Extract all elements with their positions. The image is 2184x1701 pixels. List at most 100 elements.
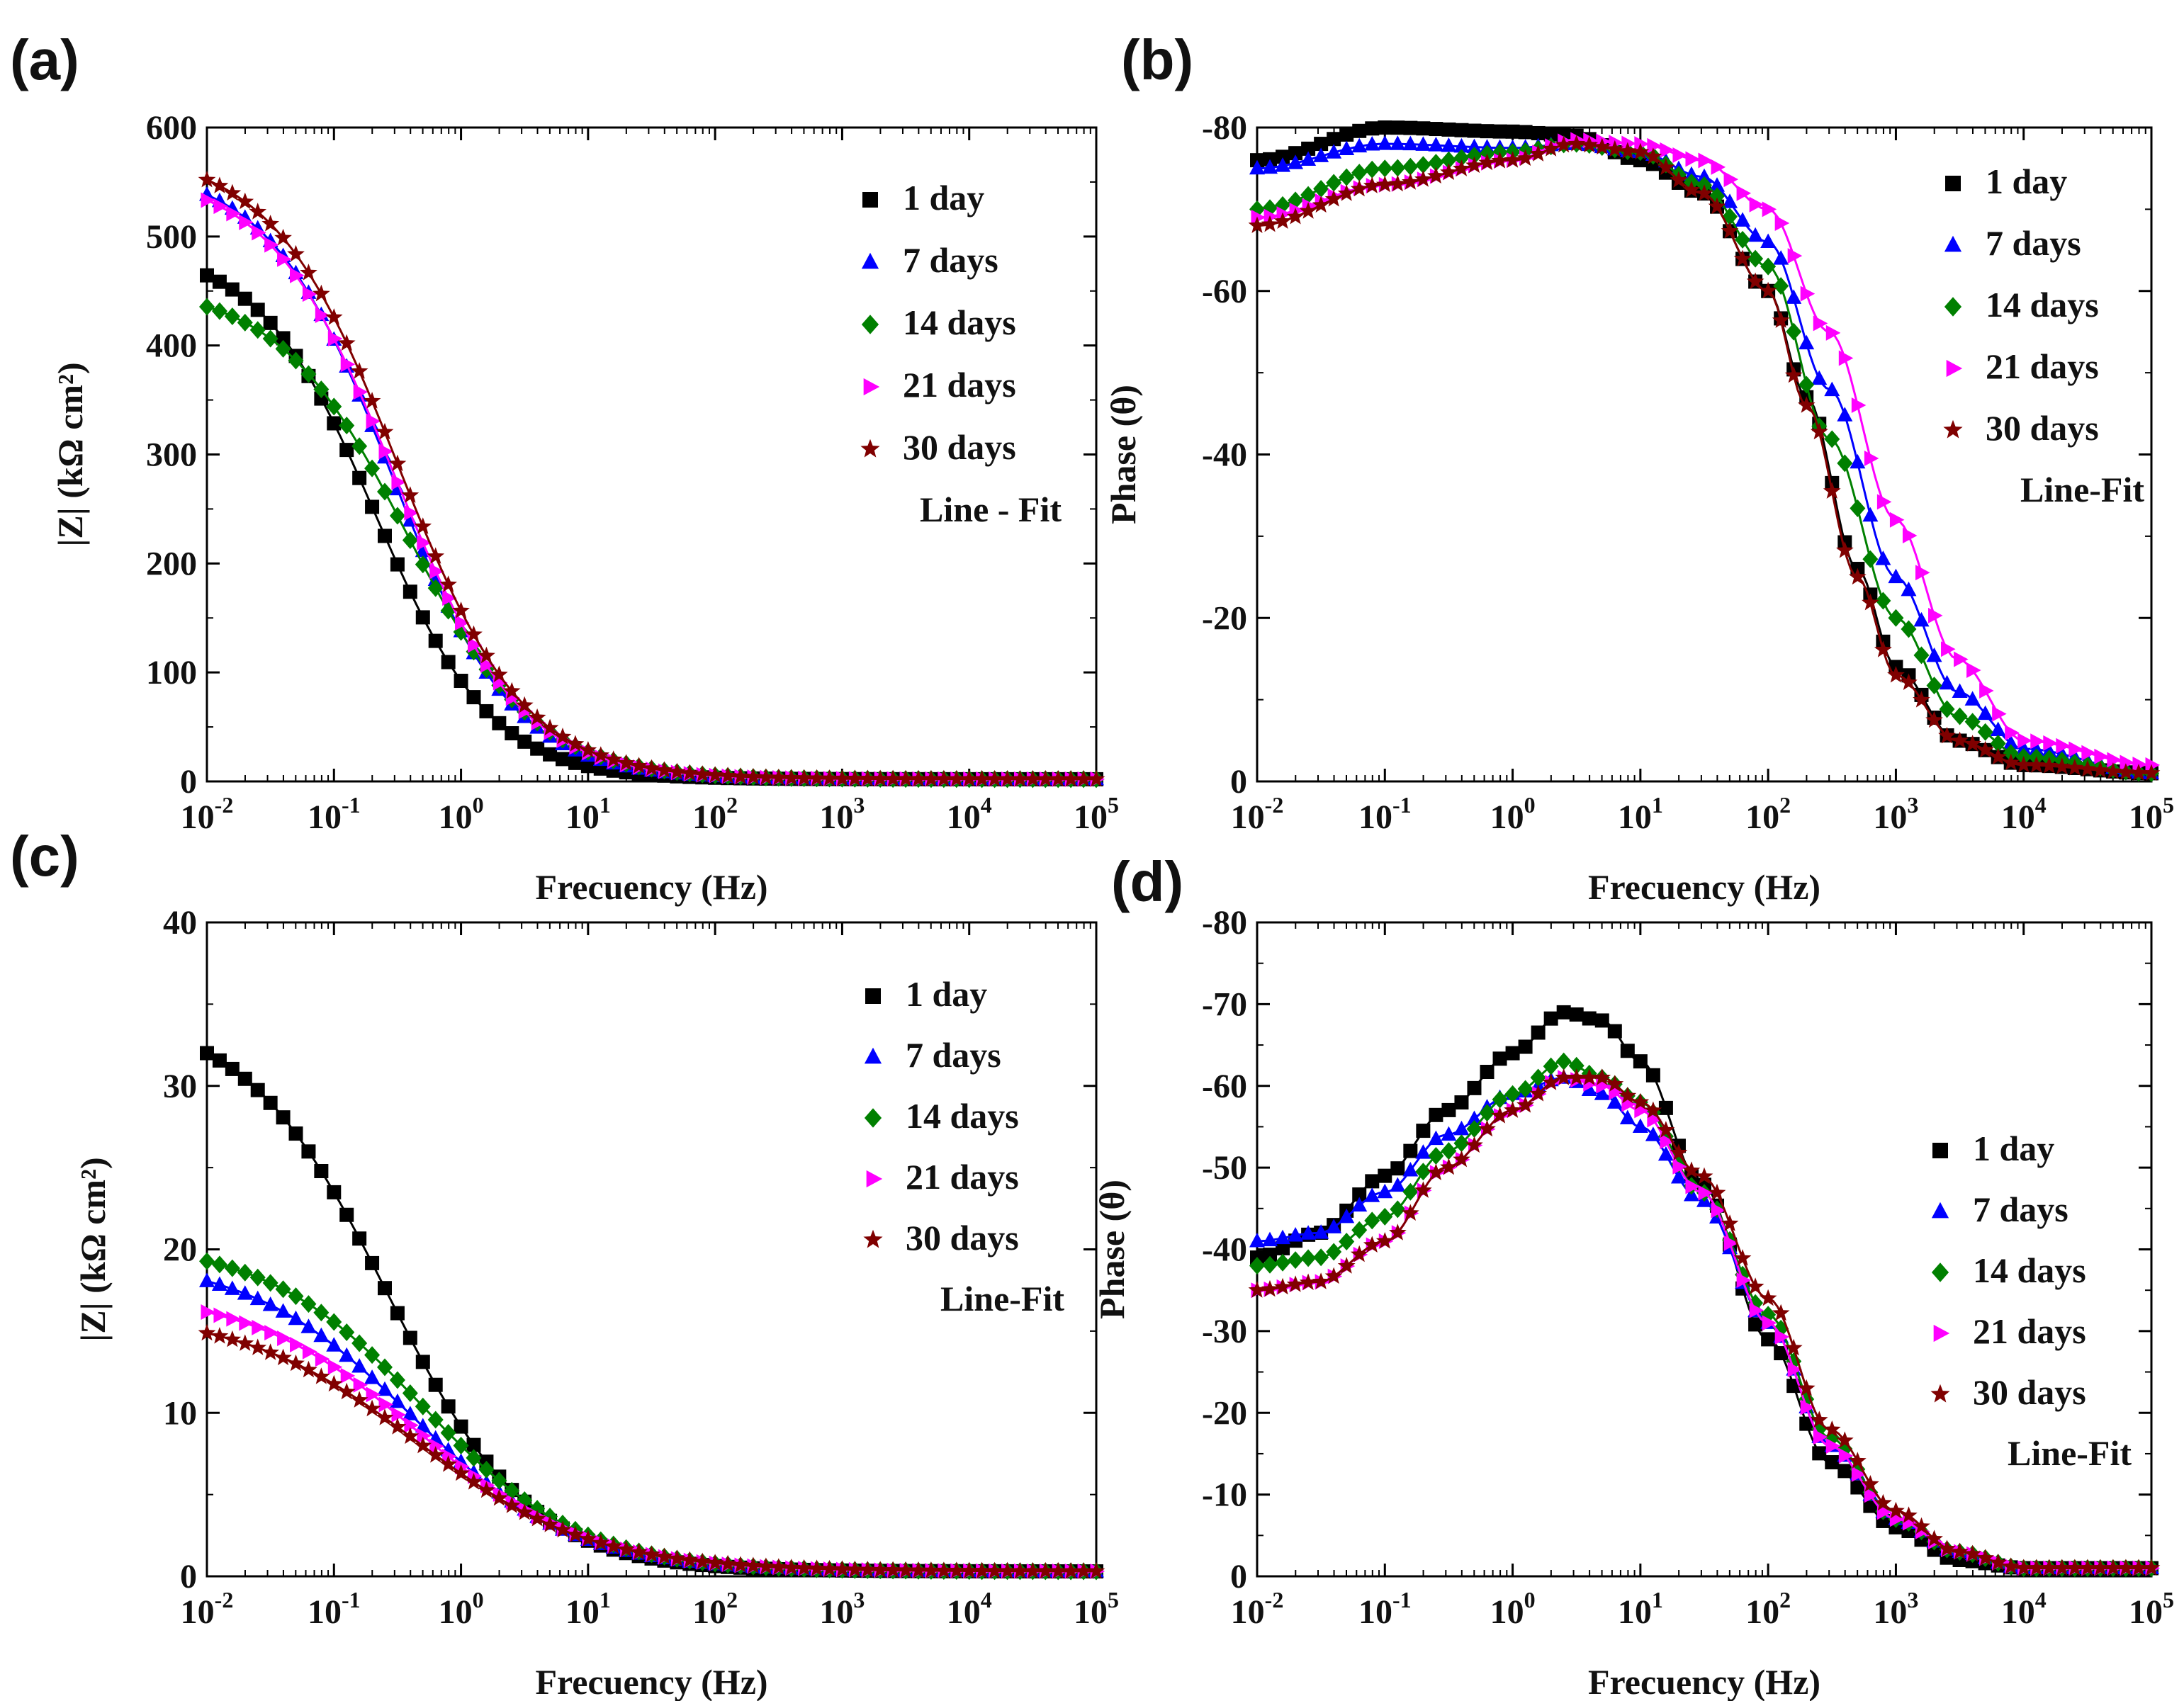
data-point	[1619, 1086, 1637, 1104]
x-axis-title: Frecuency (Hz)	[1588, 1662, 1820, 1701]
data-point	[1263, 208, 1279, 225]
data-point	[201, 192, 215, 208]
x-axis-title: Frecuency (Hz)	[535, 1662, 767, 1701]
data-point	[1402, 1162, 1419, 1177]
data-point	[1760, 233, 1777, 249]
y-tick-label: 300	[146, 436, 197, 474]
data-point	[327, 1185, 342, 1199]
data-point	[2056, 738, 2071, 754]
data-point	[1810, 1411, 1828, 1428]
data-point	[1049, 1561, 1067, 1579]
data-point	[1928, 607, 1943, 623]
data-point	[1733, 249, 1752, 266]
data-point	[1875, 592, 1891, 610]
x-tick-base: 10	[1231, 1593, 1265, 1631]
x-tick-exponent: 3	[853, 792, 865, 818]
data-point	[821, 769, 838, 786]
data-point	[302, 286, 317, 303]
data-point	[211, 302, 227, 320]
data-point	[1275, 1253, 1291, 1272]
series-s1	[1250, 120, 2158, 781]
data-point	[1261, 1279, 1279, 1297]
data-point	[429, 1438, 444, 1454]
x-tick-exponent: 0	[473, 792, 484, 818]
data-point	[668, 1549, 686, 1566]
data-point	[1838, 1447, 1854, 1464]
legend-marker	[1930, 1384, 1950, 1403]
data-point	[376, 422, 394, 440]
data-point	[1453, 1120, 1470, 1136]
data-point	[401, 1427, 420, 1445]
data-point	[731, 1556, 750, 1573]
data-point	[1594, 1013, 1609, 1028]
data-point	[327, 416, 342, 431]
data-point	[1249, 1257, 1265, 1275]
x-tick-label: 101	[565, 1587, 611, 1631]
x-tick-label: 103	[819, 1587, 865, 1631]
legend-label: 7 days	[1973, 1189, 2068, 1229]
series-s30	[198, 170, 1105, 787]
data-point	[1672, 1158, 1687, 1175]
data-point	[1414, 1181, 1432, 1198]
data-point	[2015, 755, 2033, 773]
data-point	[1288, 1251, 1304, 1270]
x-tick-exponent: -2	[1265, 792, 1284, 818]
data-point	[935, 769, 953, 787]
data-point	[1976, 740, 1994, 758]
data-point	[1364, 136, 1380, 151]
legend-marker	[865, 988, 881, 1004]
data-point	[351, 437, 368, 456]
data-point	[1337, 1257, 1356, 1274]
legend-marker	[1932, 1143, 1948, 1158]
data-point	[1966, 662, 1981, 679]
data-point	[1786, 289, 1802, 304]
data-point	[337, 1382, 356, 1400]
data-point	[617, 754, 635, 771]
legend: 1 day 7 days 14 days 21 days 30 days Line-Fit	[1943, 162, 2144, 509]
data-point	[1698, 1185, 1713, 1201]
data-point	[210, 1327, 229, 1344]
data-point	[1773, 277, 1789, 295]
data-point	[1504, 151, 1521, 168]
legend-marker	[1944, 297, 1962, 317]
series-s1	[1250, 1005, 2158, 1576]
y-tick-label: 10	[163, 1394, 197, 1432]
data-point	[353, 1377, 368, 1393]
data-point	[313, 380, 330, 399]
data-point	[300, 365, 317, 383]
data-point	[1364, 1187, 1380, 1202]
data-point	[998, 769, 1016, 787]
data-point	[1632, 1118, 1648, 1133]
data-point	[1415, 1144, 1431, 1159]
data-point	[223, 1330, 242, 1347]
data-point	[2142, 764, 2161, 781]
data-point	[1825, 1437, 1841, 1454]
data-point	[1580, 135, 1599, 153]
x-tick-exponent: 2	[1779, 1587, 1791, 1612]
data-point	[427, 1411, 444, 1429]
data-point	[795, 1559, 813, 1576]
data-point	[491, 1471, 507, 1490]
data-point	[2027, 1559, 2046, 1576]
data-point	[1529, 1085, 1547, 1102]
data-point	[378, 1396, 393, 1413]
data-point	[468, 637, 483, 653]
data-point	[1467, 123, 1482, 138]
legend-label: 7 days	[906, 1035, 1001, 1075]
x-tick-label: 100	[1490, 792, 1536, 836]
data-point	[1799, 375, 1815, 394]
data-point	[909, 769, 928, 787]
data-point	[465, 1473, 483, 1490]
data-point	[1708, 1183, 1726, 1201]
data-point	[884, 769, 902, 787]
data-point	[1390, 1161, 1405, 1176]
data-point	[1300, 151, 1317, 166]
data-point	[1326, 1219, 1342, 1233]
data-point	[478, 646, 495, 664]
data-point	[200, 1046, 214, 1061]
data-point	[1248, 216, 1266, 233]
data-point	[1672, 147, 1687, 163]
data-point	[440, 1423, 456, 1442]
legend-label: 1 day	[903, 178, 984, 217]
data-point	[1301, 141, 1316, 156]
